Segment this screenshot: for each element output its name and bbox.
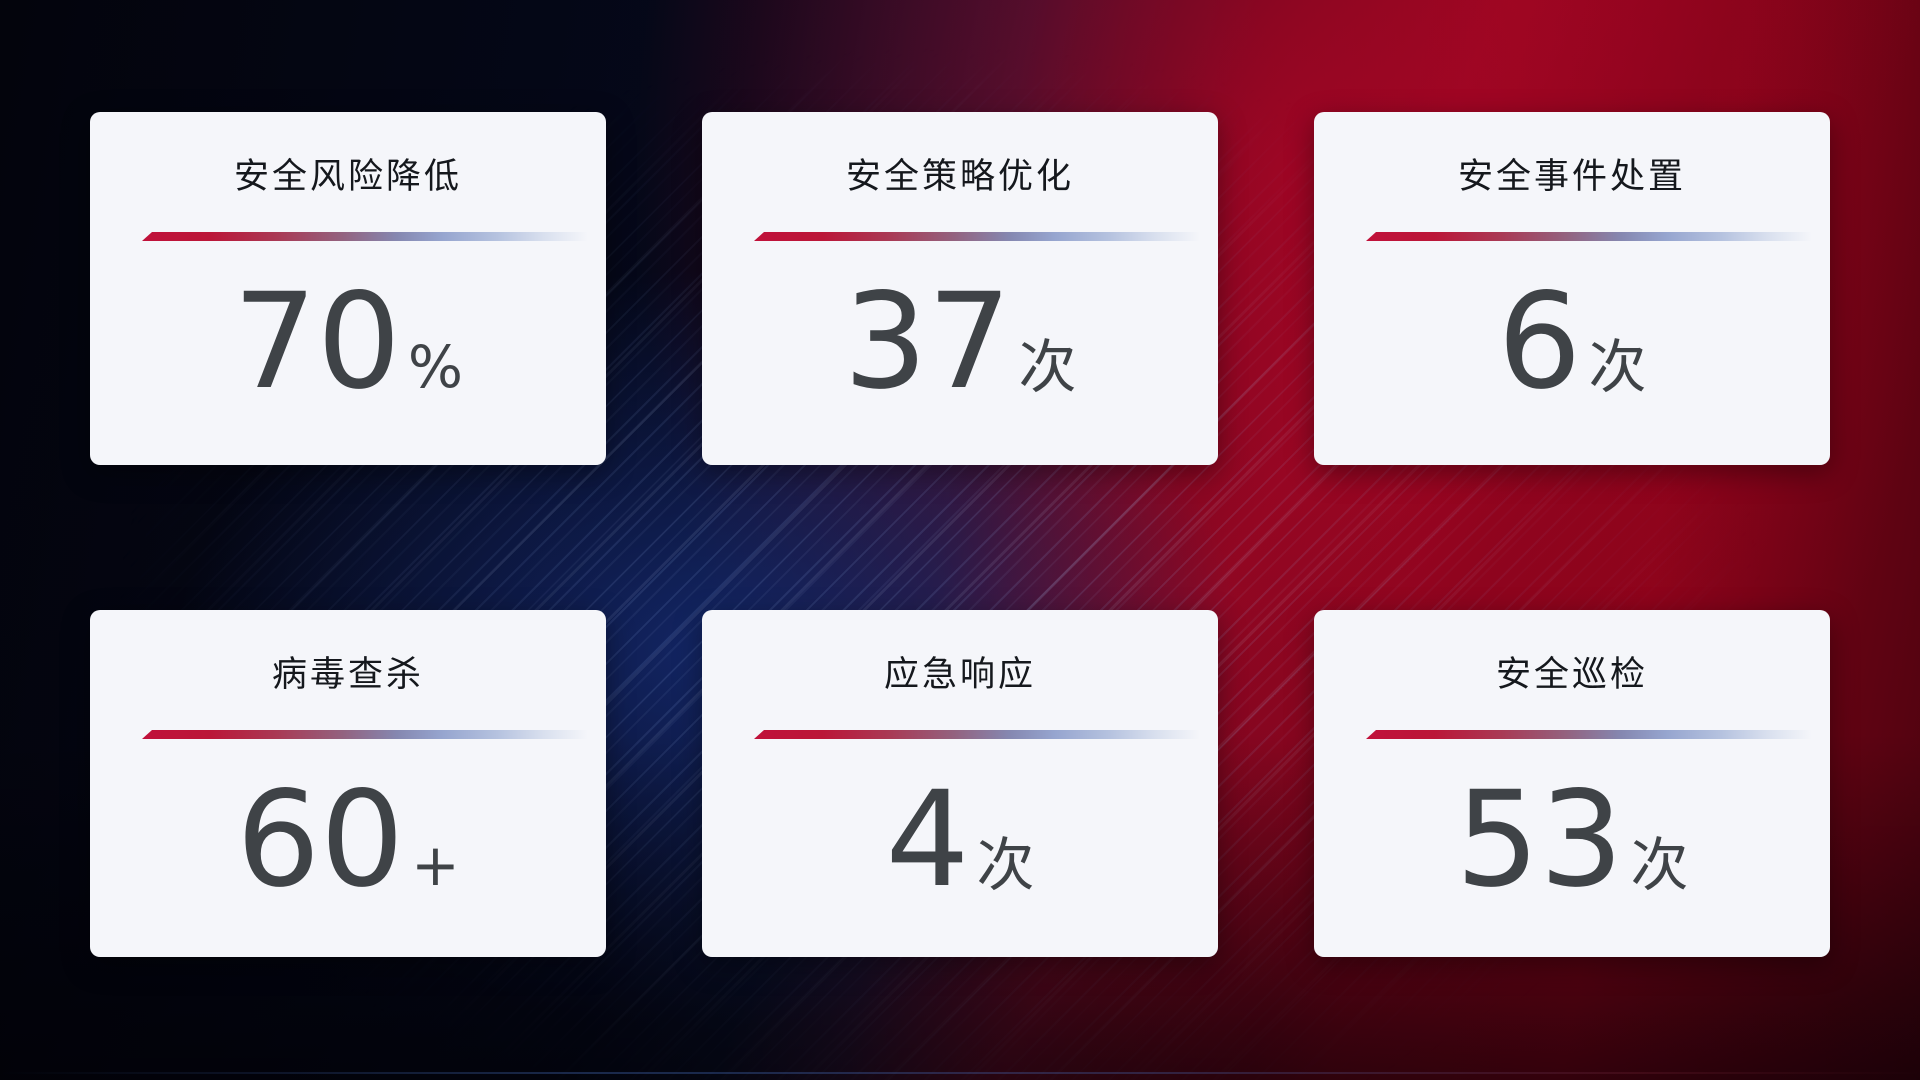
- stat-unit: +: [411, 831, 460, 899]
- bottom-accent-line: [0, 1072, 1920, 1074]
- card-title: 安全策略优化: [845, 157, 1074, 197]
- stat-unit: 次: [1018, 333, 1077, 401]
- card-value-row: 60 +: [90, 774, 606, 906]
- stat-card-policy-optimization: 安全策略优化 37 次: [702, 112, 1218, 465]
- stats-card-grid: 安全风险降低 70 % 安全策略优化 37 次 安全事件处置 6 次 病毒查杀 …: [90, 112, 1830, 957]
- stat-unit: 次: [1630, 831, 1689, 899]
- card-title: 安全风险降低: [233, 157, 462, 197]
- gradient-divider: [1366, 730, 1821, 739]
- card-value-row: 37 次: [702, 276, 1218, 408]
- stat-value: 53: [1455, 763, 1624, 917]
- card-title: 安全巡检: [1495, 655, 1648, 695]
- stat-value: 4: [885, 763, 970, 917]
- gradient-divider: [754, 730, 1209, 739]
- gradient-divider: [754, 232, 1209, 241]
- gradient-divider: [142, 232, 597, 241]
- stat-unit: 次: [976, 831, 1035, 899]
- card-title: 病毒查杀: [271, 655, 424, 695]
- stat-value: 6: [1497, 265, 1582, 419]
- stat-card-security-inspection: 安全巡检 53 次: [1314, 610, 1830, 957]
- stat-value: 70: [232, 265, 401, 419]
- stat-card-incident-handling: 安全事件处置 6 次: [1314, 112, 1830, 465]
- stat-value: 37: [843, 265, 1012, 419]
- gradient-divider: [1366, 232, 1821, 241]
- card-value-row: 70 %: [90, 276, 606, 408]
- stat-unit: %: [407, 333, 464, 401]
- card-title: 安全事件处置: [1457, 157, 1686, 197]
- card-value-row: 4 次: [702, 774, 1218, 906]
- gradient-divider: [142, 730, 597, 739]
- stat-card-risk-reduction: 安全风险降低 70 %: [90, 112, 606, 465]
- stat-value: 60: [236, 763, 405, 917]
- stat-unit: 次: [1588, 333, 1647, 401]
- stat-card-emergency-response: 应急响应 4 次: [702, 610, 1218, 957]
- stat-card-virus-scan: 病毒查杀 60 +: [90, 610, 606, 957]
- card-value-row: 53 次: [1314, 774, 1830, 906]
- card-title: 应急响应: [883, 655, 1036, 695]
- card-value-row: 6 次: [1314, 276, 1830, 408]
